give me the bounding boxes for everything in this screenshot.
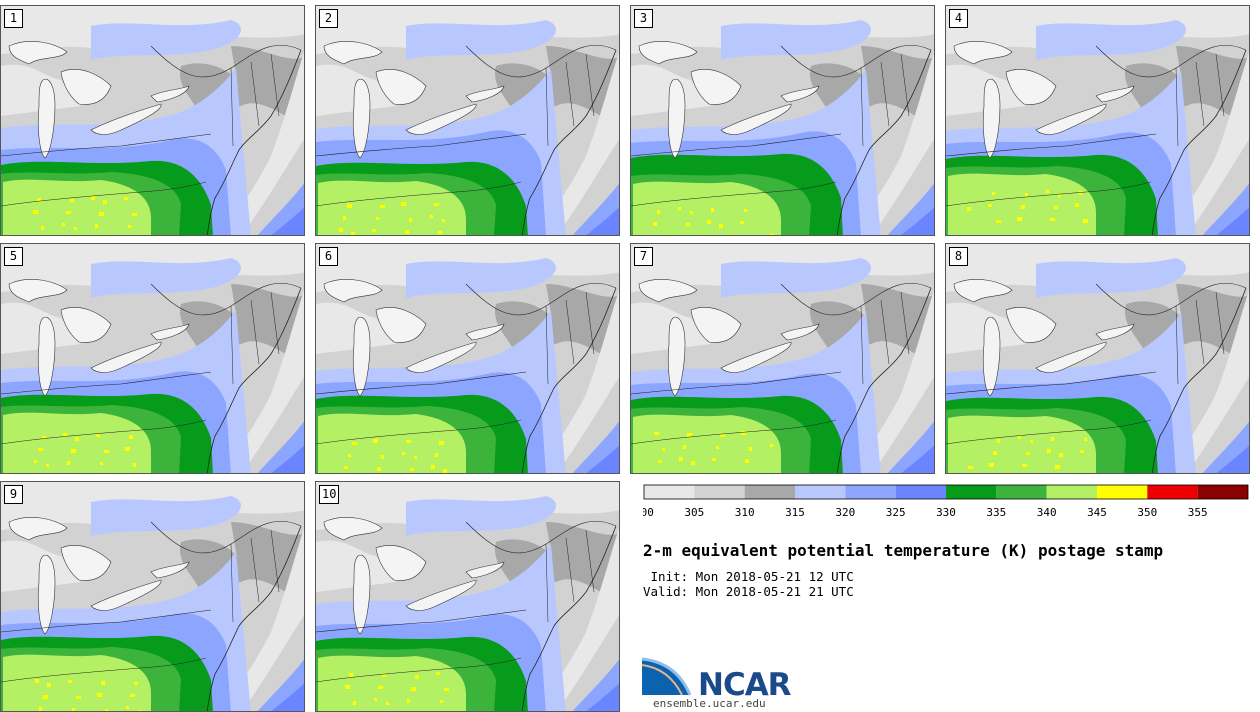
member-number: 8 (949, 247, 968, 266)
member-number: 7 (634, 247, 653, 266)
colorbar-tick-label: 305 (684, 506, 704, 519)
init-time-label: Init: Mon 2018-05-21 12 UTC (643, 569, 854, 584)
colorbar-segment (895, 485, 946, 499)
ncar-logo-icon (642, 657, 692, 696)
member-number: 10 (319, 485, 340, 504)
ensemble-member-map: 10 (315, 481, 620, 712)
colorbar-tick-label: 320 (835, 506, 855, 519)
colorbar-tick-label: 300 (643, 506, 654, 519)
member-number: 1 (4, 9, 23, 28)
ensemble-member-map: 3 (630, 5, 935, 236)
theta-e-map (1, 6, 304, 235)
theta-e-map (316, 482, 619, 711)
ensemble-member-map: 2 (315, 5, 620, 236)
theta-e-map (1, 244, 304, 473)
colorbar-tick-label: 310 (735, 506, 755, 519)
colorbar-tick-label: 355 (1188, 506, 1208, 519)
colorbar-segment (996, 485, 1047, 499)
colorbar-tick-label: 330 (936, 506, 956, 519)
colorbar-tick-label: 315 (785, 506, 805, 519)
theta-e-map (946, 244, 1249, 473)
ensemble-member-map: 6 (315, 243, 620, 474)
ensemble-member-map: 7 (630, 243, 935, 474)
ensemble-member-map: 4 (945, 5, 1250, 236)
colorbar: 300 305 310 315 320 325 330 335 340 345 350 355 (643, 484, 1249, 519)
theta-e-map (631, 6, 934, 235)
valid-time-label: Valid: Mon 2018-05-21 21 UTC (643, 584, 854, 599)
colorbar-tick-label: 335 (986, 506, 1006, 519)
member-number: 6 (319, 247, 338, 266)
figure-title: 2-m equivalent potential temperature (K)… (643, 541, 1164, 560)
colorbar-segment (1046, 485, 1097, 499)
colorbar-frame (643, 484, 1249, 500)
colorbar-segment (795, 485, 846, 499)
colorbar-segment (744, 485, 795, 499)
colorbar-segment (946, 485, 997, 499)
ensemble-member-map: 8 (945, 243, 1250, 474)
member-number: 2 (319, 9, 338, 28)
colorbar-segment (644, 485, 695, 499)
colorbar-tick-label: 340 (1037, 506, 1057, 519)
ensemble-member-map: 5 (0, 243, 305, 474)
member-number: 4 (949, 9, 968, 28)
colorbar-tick-label: 345 (1087, 506, 1107, 519)
colorbar-tick-label: 350 (1137, 506, 1157, 519)
site-url: ensemble.ucar.edu (653, 697, 766, 710)
colorbar-segment (1147, 485, 1198, 499)
colorbar-segment (845, 485, 896, 499)
ensemble-member-map: 9 (0, 481, 305, 712)
colorbar-segment (694, 485, 745, 499)
theta-e-map (316, 6, 619, 235)
member-number: 3 (634, 9, 653, 28)
ensemble-member-map: 1 (0, 5, 305, 236)
theta-e-map (631, 244, 934, 473)
member-number: 9 (4, 485, 23, 504)
theta-e-map (946, 6, 1249, 235)
colorbar-segment (1197, 485, 1248, 499)
member-number: 5 (4, 247, 23, 266)
theta-e-map (316, 244, 619, 473)
ncar-logo-text: NCAR (698, 667, 792, 703)
theta-e-map (1, 482, 304, 711)
colorbar-tick-label: 325 (886, 506, 906, 519)
colorbar-segment (1097, 485, 1148, 499)
